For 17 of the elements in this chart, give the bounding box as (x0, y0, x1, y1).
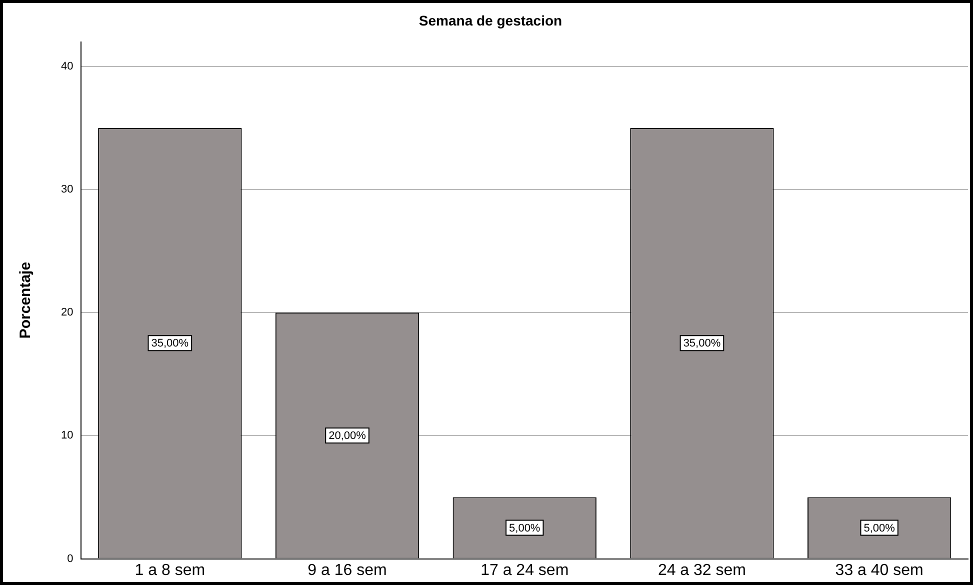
x-tick-label: 17 a 24 sem (480, 562, 569, 579)
y-tick-label: 10 (60, 430, 74, 442)
data-label: 35,00% (683, 338, 721, 350)
x-tick-label: 33 a 40 sem (835, 562, 924, 579)
chart-title: Semana de gestacion (418, 12, 562, 28)
x-tick-label: 1 a 8 sem (134, 562, 206, 579)
y-axis-title: Porcentaje (17, 262, 34, 339)
y-tick-label: 40 (60, 60, 74, 72)
x-tick-label: 9 a 16 sem (308, 562, 387, 579)
y-tick-label: 20 (60, 306, 74, 319)
data-label: 5,00% (864, 522, 896, 534)
y-tick-label: 30 (60, 184, 74, 196)
y-tick-label: 0 (67, 552, 74, 565)
x-tick-label: 24 a 32 sem (658, 562, 746, 579)
data-label: 35,00% (151, 338, 189, 350)
data-label: 20,00% (328, 430, 366, 442)
data-label: 5,00% (509, 522, 540, 534)
